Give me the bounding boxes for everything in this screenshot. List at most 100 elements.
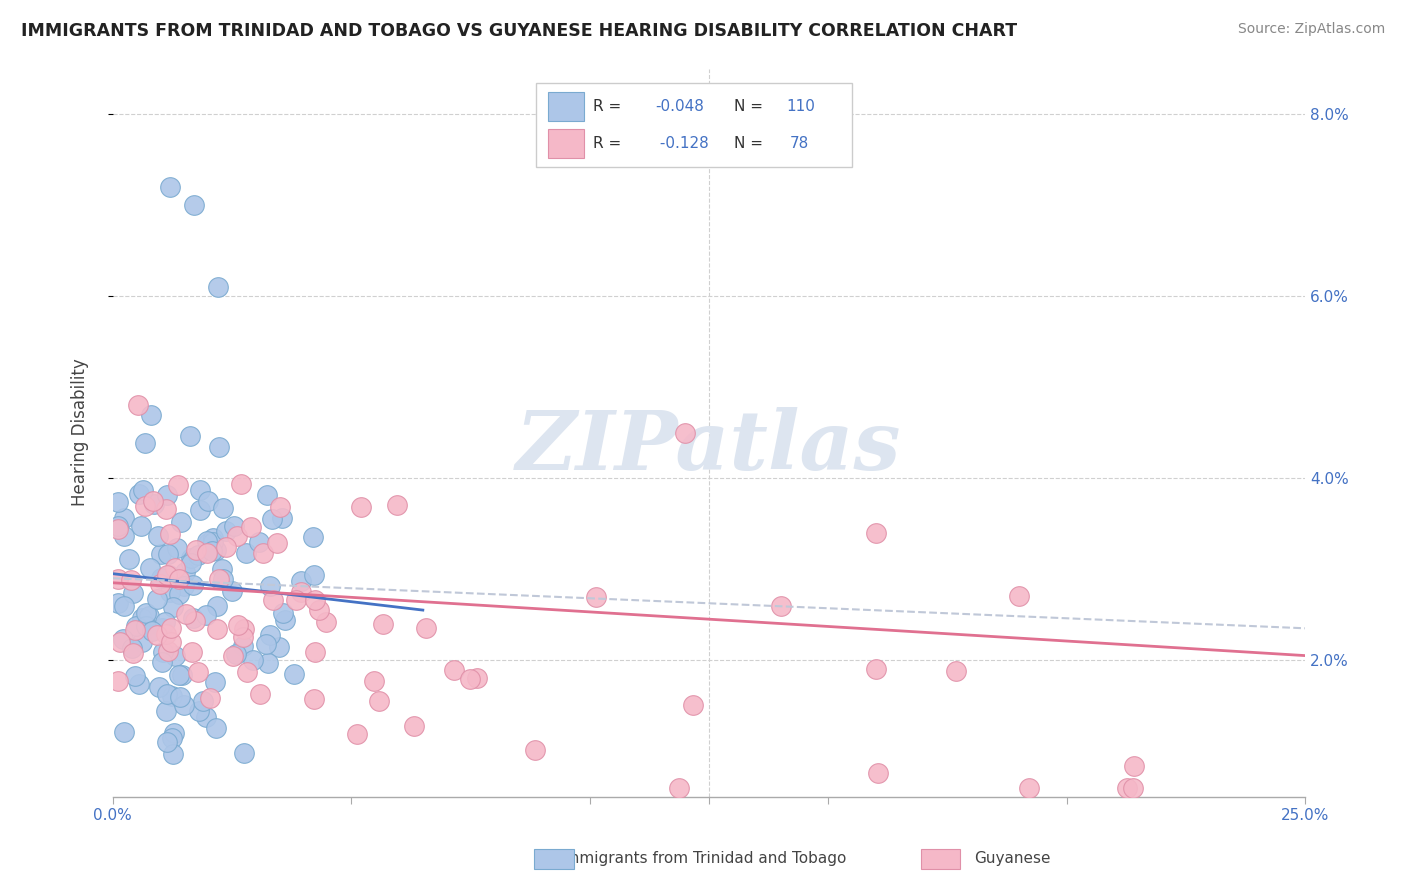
- Point: [195, 546, 218, 560]
- Point: [134, 436, 156, 450]
- Point: [201, 544, 224, 558]
- Point: [274, 613, 297, 627]
- Point: [141, 624, 163, 639]
- Point: [585, 590, 607, 604]
- Point: [211, 572, 233, 586]
- Point: [204, 675, 226, 690]
- Point: [162, 747, 184, 762]
- Point: [152, 645, 174, 659]
- Point: [110, 635, 132, 649]
- Point: [257, 656, 280, 670]
- Point: [259, 628, 281, 642]
- Point: [162, 689, 184, 703]
- Point: [271, 606, 294, 620]
- Point: [139, 561, 162, 575]
- Point: [205, 543, 228, 558]
- Y-axis label: Hearing Disability: Hearing Disability: [72, 359, 89, 507]
- Point: [404, 719, 426, 733]
- Point: [124, 669, 146, 683]
- Point: [112, 599, 135, 614]
- Point: [207, 280, 229, 294]
- Point: [138, 608, 160, 623]
- Point: [107, 572, 129, 586]
- Text: R =: R =: [593, 136, 627, 151]
- Point: [270, 511, 292, 525]
- Point: [160, 621, 183, 635]
- Point: [149, 577, 172, 591]
- Point: [187, 665, 209, 679]
- Point: [224, 518, 246, 533]
- Point: [254, 637, 277, 651]
- Text: IMMIGRANTS FROM TRINIDAD AND TOBAGO VS GUYANESE HEARING DISABILITY CORRELATION C: IMMIGRANTS FROM TRINIDAD AND TOBAGO VS G…: [21, 22, 1017, 40]
- Point: [142, 494, 165, 508]
- Point: [387, 498, 409, 512]
- Point: [187, 548, 209, 562]
- Point: [169, 690, 191, 704]
- Point: [149, 548, 172, 562]
- Point: [167, 667, 190, 681]
- Point: [121, 641, 143, 656]
- Point: [222, 648, 245, 663]
- Point: [193, 694, 215, 708]
- Point: [107, 673, 129, 688]
- Point: [139, 408, 162, 422]
- Point: [186, 543, 208, 558]
- Point: [212, 500, 235, 515]
- Point: [166, 477, 188, 491]
- Point: [114, 510, 136, 524]
- Point: [208, 441, 231, 455]
- Point: [194, 608, 217, 623]
- Point: [143, 497, 166, 511]
- Point: [283, 666, 305, 681]
- Point: [122, 586, 145, 600]
- Text: 78: 78: [790, 136, 810, 151]
- Point: [167, 587, 190, 601]
- Point: [302, 531, 325, 545]
- Point: [865, 662, 887, 676]
- Point: [290, 574, 312, 589]
- Point: [1122, 780, 1144, 795]
- Point: [235, 545, 257, 559]
- Point: [120, 574, 142, 588]
- Point: [156, 567, 179, 582]
- Point: [682, 698, 704, 713]
- Point: [215, 524, 238, 539]
- Point: [160, 634, 183, 648]
- Point: [159, 527, 181, 541]
- Point: [156, 687, 179, 701]
- Point: [180, 556, 202, 570]
- Point: [195, 533, 218, 548]
- Text: Guyanese: Guyanese: [974, 851, 1050, 865]
- Point: [107, 495, 129, 509]
- Text: Immigrants from Trinidad and Tobago: Immigrants from Trinidad and Tobago: [560, 851, 846, 865]
- Point: [159, 585, 181, 599]
- Point: [132, 483, 155, 498]
- Point: [208, 572, 231, 586]
- Point: [146, 627, 169, 641]
- Point: [247, 535, 270, 549]
- Point: [131, 634, 153, 648]
- Point: [128, 677, 150, 691]
- Point: [232, 639, 254, 653]
- Point: [260, 512, 283, 526]
- Point: [112, 632, 135, 646]
- Point: [150, 571, 173, 585]
- Point: [868, 765, 890, 780]
- Point: [156, 644, 179, 658]
- Point: [242, 653, 264, 667]
- Point: [211, 561, 233, 575]
- Point: [197, 536, 219, 550]
- Point: [1122, 758, 1144, 772]
- Point: [266, 535, 288, 549]
- Point: [122, 646, 145, 660]
- Point: [155, 627, 177, 641]
- Point: [135, 619, 157, 633]
- Point: [302, 568, 325, 582]
- Point: [945, 664, 967, 678]
- Point: [170, 668, 193, 682]
- Point: [146, 591, 169, 606]
- Point: [188, 483, 211, 497]
- Text: Source: ZipAtlas.com: Source: ZipAtlas.com: [1237, 22, 1385, 37]
- Point: [262, 593, 284, 607]
- Point: [226, 618, 249, 632]
